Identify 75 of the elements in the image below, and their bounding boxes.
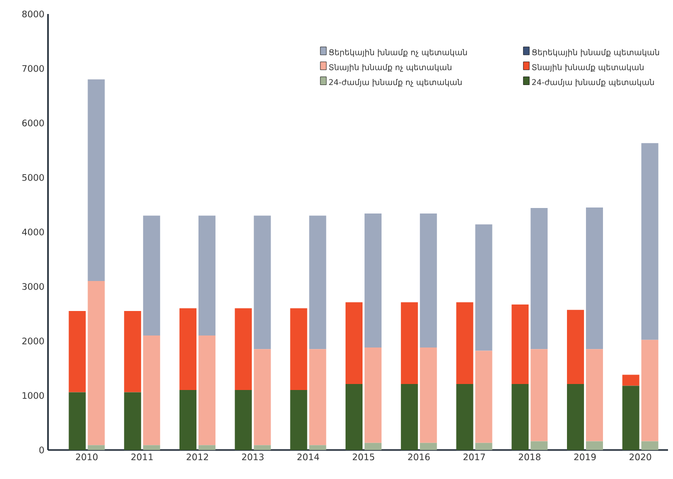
bar	[198, 336, 216, 446]
bar	[530, 441, 548, 450]
bar	[68, 311, 86, 392]
y-tick-label: 7000	[22, 65, 44, 72]
bar	[586, 349, 603, 442]
bar	[475, 442, 492, 450]
bar	[68, 392, 86, 450]
x-tick-label: 2012	[186, 454, 208, 460]
bar	[364, 348, 382, 443]
bar	[400, 302, 418, 384]
bar	[475, 350, 492, 443]
bar	[290, 390, 308, 450]
bar	[198, 216, 216, 336]
bar	[143, 336, 160, 446]
bar	[456, 384, 474, 450]
x-tick-label: 2019	[574, 454, 596, 460]
bar	[456, 302, 474, 384]
bar	[179, 308, 196, 390]
bar	[586, 441, 603, 450]
x-tick-label: 2010	[76, 454, 98, 460]
bar	[420, 348, 437, 443]
bar	[254, 349, 271, 446]
bar	[364, 213, 382, 348]
bar	[88, 79, 105, 282]
bar	[143, 216, 160, 336]
bar	[346, 384, 363, 450]
y-tick-label: 5000	[22, 174, 44, 181]
x-tick-label: 2016	[408, 454, 430, 460]
y-tick-label: 1000	[22, 392, 44, 399]
bar	[309, 445, 326, 450]
bar	[309, 216, 326, 350]
x-tick-label: 2014	[297, 454, 320, 460]
bar	[530, 208, 548, 350]
bar	[641, 143, 658, 340]
bar	[622, 386, 640, 450]
bar	[420, 442, 437, 450]
bar	[88, 445, 105, 450]
bar	[198, 445, 216, 450]
bar	[143, 445, 160, 450]
bar	[512, 384, 529, 450]
bar	[254, 445, 271, 450]
bar	[530, 349, 548, 442]
y-tick-label: 4000	[22, 228, 44, 236]
bar	[254, 216, 271, 350]
x-tick-label: 2013	[242, 454, 264, 460]
bar	[641, 340, 658, 442]
bar	[88, 281, 105, 446]
bar	[641, 441, 658, 450]
bar	[566, 384, 584, 450]
bar	[586, 207, 603, 350]
x-tick-label: 2011	[131, 454, 153, 460]
bar	[234, 390, 252, 450]
bar	[346, 302, 363, 384]
y-tick-label: 2000	[22, 338, 44, 344]
bar	[400, 384, 418, 450]
x-tick-label: 2018	[518, 454, 540, 460]
x-tick-label: 2020	[630, 454, 652, 460]
bar	[179, 390, 196, 450]
y-tick-label: 6000	[22, 120, 44, 126]
bar	[290, 308, 308, 390]
y-tick-label: 3000	[22, 283, 44, 290]
bar	[234, 308, 252, 390]
bar	[364, 442, 382, 450]
bar	[420, 213, 437, 348]
bar	[309, 349, 326, 446]
x-tick-label: 2017	[464, 454, 485, 460]
y-tick-label: 8000	[22, 10, 44, 18]
y-tick-label: 0	[39, 446, 44, 454]
bar	[512, 304, 529, 384]
bar	[475, 224, 492, 351]
bar	[124, 311, 142, 392]
bar	[124, 392, 142, 450]
bar	[566, 310, 584, 384]
x-tick-label: 2015	[352, 454, 374, 460]
bar	[622, 374, 640, 386]
